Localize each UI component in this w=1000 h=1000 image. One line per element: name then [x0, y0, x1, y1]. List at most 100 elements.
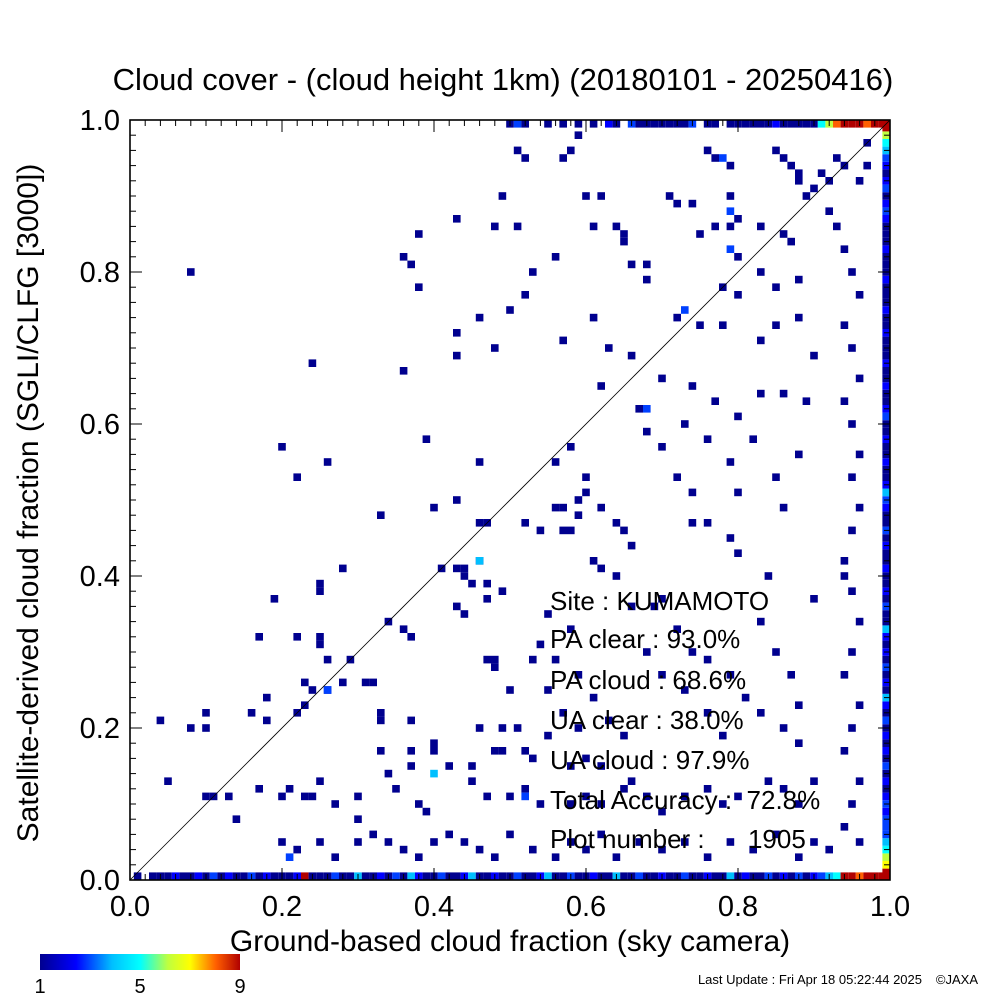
top-edge-cell: [848, 120, 856, 128]
data-cell: [263, 693, 271, 702]
bottom-edge-cell: [316, 872, 324, 880]
bottom-edge-cell: [422, 872, 431, 880]
data-cell: [810, 184, 818, 193]
data-cell: [331, 800, 339, 808]
data-cell: [559, 709, 567, 717]
right-edge-cell: [882, 716, 890, 725]
data-cell: [453, 215, 461, 223]
minor-ticks: [129, 119, 891, 881]
right-edge-cell: [882, 595, 890, 603]
right-edge-cell: [882, 519, 890, 527]
data-cell: [308, 792, 317, 801]
data-cell: [521, 747, 529, 755]
data-cell: [848, 587, 856, 595]
bottom-edge-cell: [529, 872, 537, 880]
bottom-edge-cell: [513, 872, 522, 880]
stats-panel: Site : KUMAMOTO PA clear : 93.0% PA clou…: [550, 586, 820, 854]
data-cell: [513, 222, 522, 231]
data-cell: [855, 177, 864, 185]
data-cell: [734, 488, 742, 497]
data-cell: [521, 785, 529, 793]
right-edge-cell: [882, 671, 890, 679]
data-cell: [559, 526, 567, 535]
data-cell: [399, 367, 408, 375]
data-cell: [734, 253, 742, 261]
data-cell: [491, 747, 499, 755]
data-cell: [202, 724, 210, 732]
data-cell: [741, 693, 750, 702]
data-cell: [392, 785, 400, 793]
data-cell: [757, 268, 765, 276]
data-cell: [544, 686, 552, 694]
data-cell: [247, 709, 256, 717]
data-cell: [643, 648, 651, 656]
data-cell: [726, 192, 735, 200]
data-cell: [688, 382, 697, 390]
data-cell: [529, 655, 537, 664]
right-edge-cell: [882, 838, 890, 846]
data-cell: [377, 747, 385, 755]
top-edge-cell: [635, 120, 643, 128]
data-cell: [719, 800, 727, 808]
data-cell: [354, 792, 362, 801]
bottom-edge-cell: [377, 872, 385, 880]
data-cell: [377, 511, 385, 519]
data-cell: [187, 724, 195, 732]
data-cell: [551, 655, 560, 664]
data-cell: [270, 595, 279, 603]
data-cell: [711, 397, 719, 405]
data-cell: [840, 747, 849, 755]
data-cell: [779, 230, 788, 238]
data-cell: [779, 389, 788, 398]
data-cell: [491, 663, 499, 671]
density-cells: [133, 120, 890, 880]
data-cell: [681, 306, 689, 314]
stats-site: Site : KUMAMOTO: [550, 586, 769, 616]
top-edge-cell: [817, 120, 826, 128]
right-edge-cell: [882, 443, 890, 451]
bottom-edge-cell: [802, 872, 811, 880]
bottom-edge-cell: [331, 872, 339, 880]
bottom-edge-cell: [681, 872, 689, 880]
bottom-edge-cell: [589, 872, 598, 880]
data-cell: [681, 838, 689, 846]
data-cell: [460, 610, 469, 618]
data-cell: [582, 192, 590, 200]
data-cell: [605, 344, 613, 352]
data-cell: [323, 686, 332, 694]
data-cell: [453, 351, 461, 360]
colorbar-label-min: 1: [34, 976, 45, 998]
right-edge-cell: [882, 610, 890, 618]
data-cell: [521, 154, 529, 162]
right-edge-cell: [882, 503, 890, 512]
data-cell: [643, 792, 651, 801]
data-cell: [696, 230, 704, 238]
data-cell: [597, 192, 605, 200]
data-cell: [445, 762, 453, 770]
data-cell: [225, 792, 233, 801]
data-cell: [308, 686, 317, 694]
top-edge-cell: [863, 120, 871, 128]
data-cell: [855, 617, 864, 626]
bottom-edge-cell: [650, 872, 659, 880]
top-edge-cell: [726, 120, 735, 128]
data-cell: [529, 754, 537, 763]
bottom-edge-cell: [878, 872, 887, 880]
right-edge-cell: [882, 488, 890, 497]
data-cell: [855, 374, 864, 383]
data-cell: [483, 792, 491, 801]
data-cell: [407, 762, 415, 770]
data-cell: [430, 769, 438, 778]
bottom-edge-cell: [209, 872, 218, 880]
data-cell: [369, 830, 377, 839]
right-edge-cell: [882, 868, 890, 877]
data-cell: [567, 762, 575, 770]
data-cell: [529, 845, 537, 854]
data-cell: [559, 503, 567, 512]
data-cell: [293, 473, 301, 481]
data-cell: [627, 260, 636, 269]
data-cell: [551, 853, 560, 861]
bottom-edge-cell: [863, 872, 871, 880]
data-cell: [536, 526, 545, 535]
bottom-edge-cell: [605, 872, 613, 880]
